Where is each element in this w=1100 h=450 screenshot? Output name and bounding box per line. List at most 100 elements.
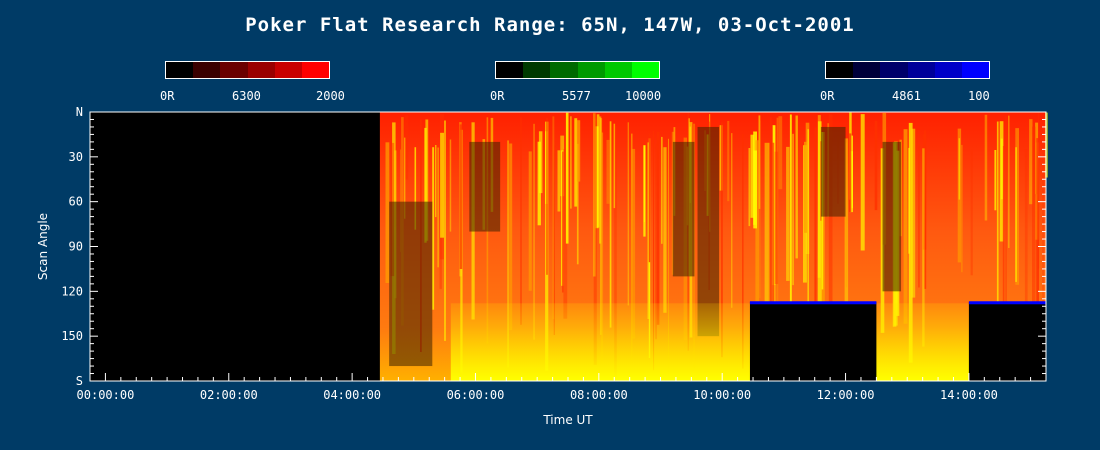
emission-streak [860, 114, 865, 251]
emission-streak [668, 138, 669, 374]
emission-streak [449, 139, 452, 232]
colorbar-swatch [826, 62, 854, 78]
colorbar-swatch [523, 62, 551, 78]
colorbar-blue-wavelength-label: 4861 [892, 89, 921, 103]
masked-region [968, 301, 1046, 381]
emission-streak [593, 113, 596, 277]
x-tick-label: 00:00:00 [77, 388, 135, 402]
emission-streak [1008, 115, 1010, 248]
emission-streak [647, 142, 650, 319]
emission-streak [755, 140, 759, 326]
emission-streak [661, 136, 663, 244]
emission-streak [1015, 147, 1017, 282]
emission-streak [970, 149, 973, 276]
emission-streak [404, 137, 406, 219]
colorbar-swatch [220, 62, 248, 78]
emission-streak [774, 151, 779, 284]
emission-streak [789, 114, 792, 305]
emission-streak [576, 120, 581, 182]
emission-streak [606, 139, 610, 204]
colorbar-green-max-label: 10000 [625, 89, 662, 103]
emission-streak [731, 133, 733, 308]
emission-streak [459, 124, 463, 270]
emission-streak [528, 151, 532, 291]
emission-streak [424, 127, 427, 243]
x-tick-label: 10:00:00 [693, 388, 751, 402]
emission-streak [984, 114, 988, 221]
emission-streak [844, 138, 849, 358]
emission-streak [994, 150, 997, 211]
x-tick-label: 02:00:00 [200, 388, 258, 402]
emission-streak [918, 144, 920, 288]
emission-streak [557, 150, 561, 212]
emission-streak [576, 143, 579, 265]
colorbar-swatch [496, 62, 524, 78]
emission-streak [538, 131, 543, 194]
emission-streak [828, 114, 833, 358]
dark-patch [389, 201, 433, 367]
emission-streak [786, 146, 790, 281]
masked-region [749, 301, 877, 381]
y-tick-label: S [76, 374, 83, 388]
bright-band [450, 303, 1047, 381]
emission-streak [1032, 126, 1036, 327]
colorbar-swatch [577, 62, 605, 78]
emission-streak [795, 115, 798, 259]
emission-streak [750, 134, 754, 218]
colorbar-swatch [247, 62, 275, 78]
emission-streak [758, 115, 761, 209]
y-tick-label: 90 [69, 240, 83, 254]
emission-streak [850, 151, 853, 213]
emission-streak [1036, 138, 1039, 311]
emission-streak [1015, 128, 1019, 285]
emission-streak [1002, 146, 1005, 362]
emission-streak [778, 116, 783, 190]
emission-streak [653, 130, 655, 371]
emission-streak [776, 117, 779, 317]
colorbar-green [495, 61, 660, 79]
emission-streak [1005, 115, 1007, 305]
emission-streak [851, 135, 853, 209]
emission-streak [753, 150, 757, 229]
emission-streak [385, 142, 390, 283]
emission-streak [520, 117, 522, 325]
dark-patch [820, 126, 846, 217]
emission-streak [574, 118, 578, 207]
emission-streak [1000, 138, 1003, 200]
emission-streak [432, 147, 435, 310]
emission-streak [721, 122, 723, 358]
emission-streak [609, 121, 612, 328]
emission-streak [814, 127, 817, 333]
colorbar-red-min-label: 0R [160, 89, 175, 103]
emission-streak [596, 114, 600, 228]
emission-streak [663, 147, 667, 313]
colorbar-blue [825, 61, 990, 79]
colorbar-swatch [166, 62, 194, 78]
colorbar-swatch [193, 62, 221, 78]
emission-streak [533, 123, 535, 340]
emission-streak [627, 122, 629, 306]
emission-streak [599, 116, 602, 244]
emission-streak [613, 123, 616, 209]
emission-streak [961, 144, 963, 273]
colorbar-swatch [907, 62, 935, 78]
emission-streak [772, 142, 775, 329]
y-tick-label: 120 [61, 284, 83, 298]
emission-streak [437, 147, 439, 268]
emission-streak [911, 128, 916, 298]
y-tick-label: N [76, 105, 83, 119]
emission-streak [643, 145, 645, 223]
y-tick-label: 30 [69, 150, 83, 164]
emission-streak [570, 116, 572, 209]
x-tick-label: 04:00:00 [323, 388, 381, 402]
emission-streak [769, 117, 772, 322]
colorbar-swatch [550, 62, 578, 78]
emission-streak [874, 120, 878, 211]
emission-streak [655, 144, 657, 340]
emission-streak [565, 112, 569, 244]
emission-streak [908, 122, 913, 363]
emission-streak [648, 133, 651, 263]
x-axis-label: Time UT [542, 413, 593, 427]
emission-streak [404, 115, 409, 180]
